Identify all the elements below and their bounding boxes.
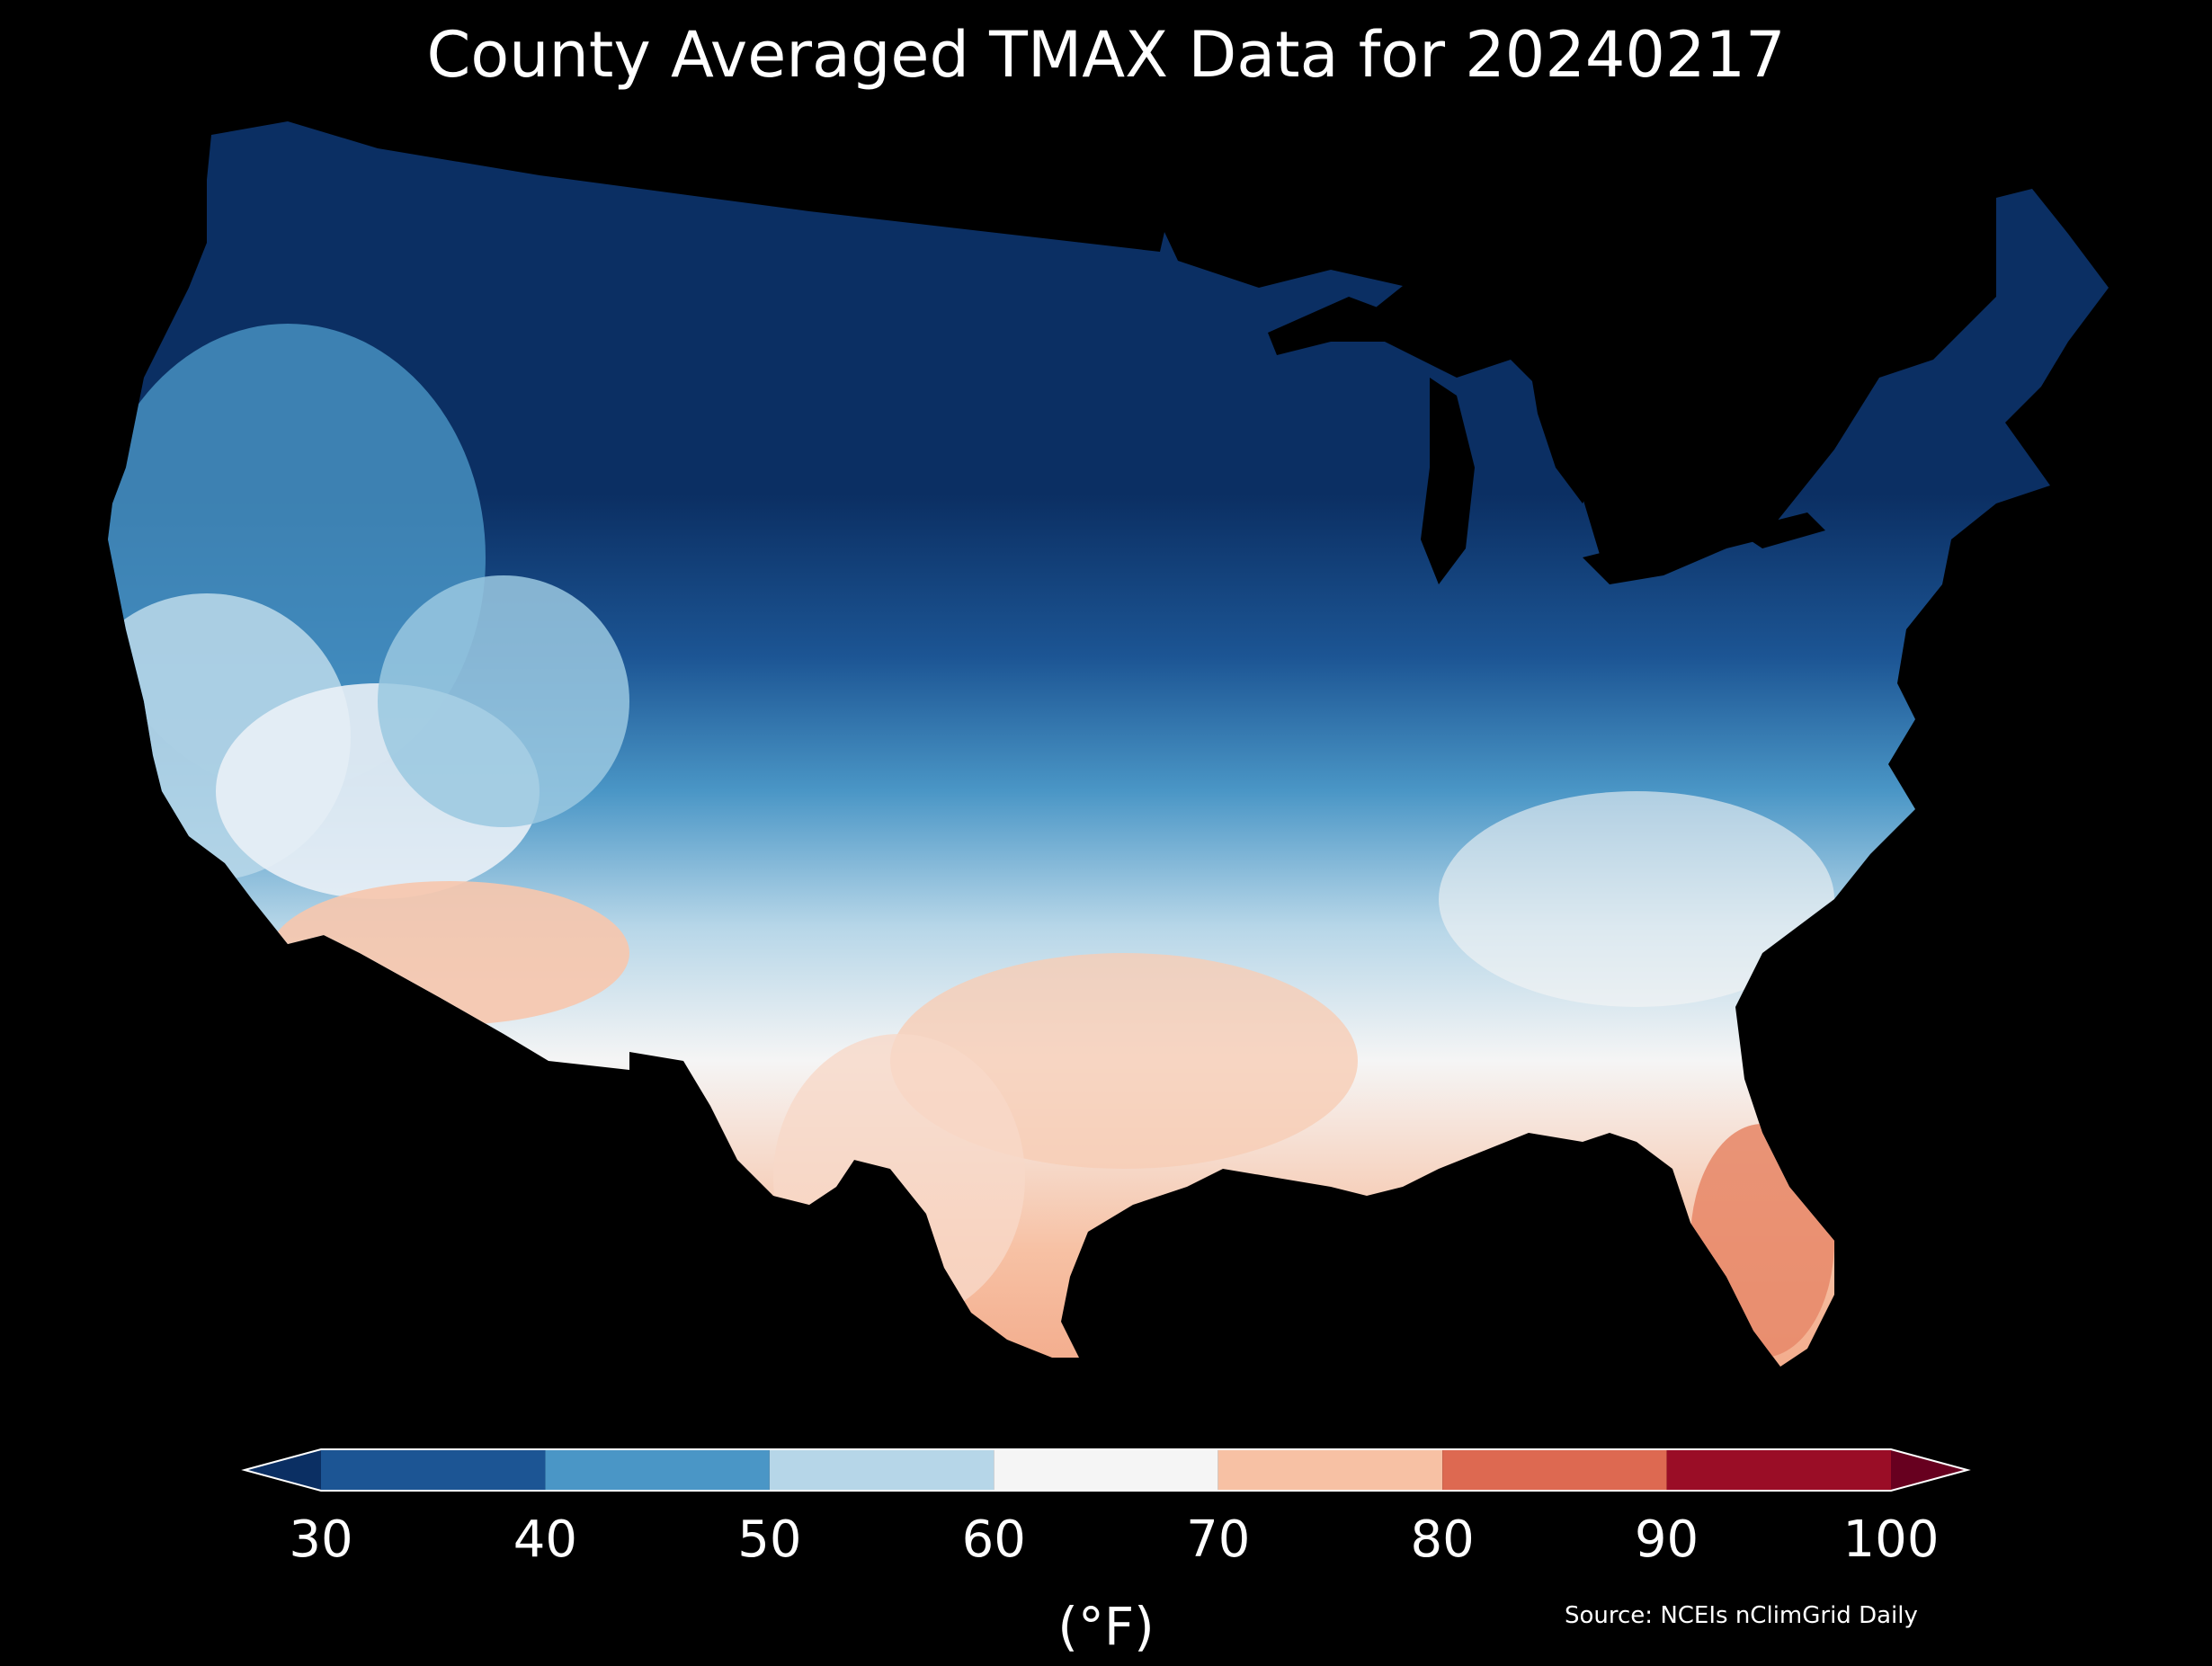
colorbar-bin [769, 1449, 995, 1491]
colorbar-bin [994, 1449, 1218, 1491]
colorbar-extend-low [245, 1449, 321, 1491]
colorbar-bin [1442, 1449, 1667, 1491]
colorbar-bin [545, 1449, 770, 1491]
colorbar-outline [241, 1448, 1971, 1492]
colorbar-tick-label: 70 [1186, 1510, 1251, 1569]
colorbar-tick-label: 60 [961, 1510, 1026, 1569]
colorbar-bin [1666, 1449, 1891, 1491]
choropleth-map [108, 121, 2109, 1367]
colorbar-tick-label: 50 [737, 1510, 802, 1569]
colorbar-tick-label: 30 [289, 1510, 353, 1569]
colorbar-extend-high [1891, 1449, 1967, 1491]
source-credit: Source: NCEIs nClimGrid Daily [1565, 1602, 1918, 1629]
map-title: County Averaged TMAX Data for 20240217 [426, 18, 1786, 92]
colorbar-tick-label: 100 [1842, 1510, 1940, 1569]
colorbar-tick-label: 80 [1410, 1510, 1475, 1569]
colorbar-bin [321, 1449, 546, 1491]
colorbar-tick-label: 40 [513, 1510, 578, 1569]
colorbar-bin [1217, 1449, 1443, 1491]
colorbar-unit-label: (°F) [1057, 1596, 1155, 1657]
colorbar-tick-label: 90 [1634, 1510, 1699, 1569]
